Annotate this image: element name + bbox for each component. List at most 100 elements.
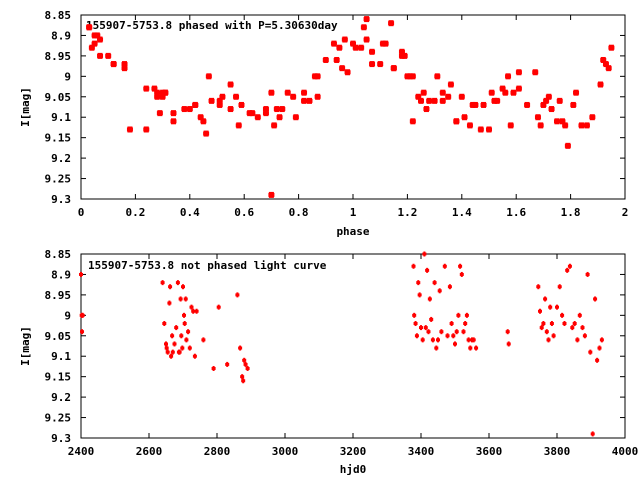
data-point <box>80 312 85 318</box>
data-point <box>464 312 469 318</box>
data-point <box>160 280 165 286</box>
data-point <box>216 97 223 104</box>
data-point <box>184 337 189 343</box>
data-point <box>168 284 173 290</box>
data-point <box>179 333 184 339</box>
y-tick-label: 9 <box>64 70 71 83</box>
data-point <box>488 89 495 96</box>
data-point <box>414 333 419 339</box>
data-point <box>170 349 175 355</box>
x-tick-label: 1.4 <box>452 206 472 219</box>
data-point <box>543 296 548 302</box>
data-point <box>505 73 512 80</box>
y-tick-label: 8.85 <box>45 9 72 22</box>
data-point <box>262 110 269 117</box>
data-point <box>170 333 175 339</box>
data-point <box>477 126 484 133</box>
data-point <box>233 93 240 100</box>
data-point <box>573 89 580 96</box>
data-point <box>344 69 351 76</box>
data-point <box>172 341 177 347</box>
data-point <box>91 32 98 39</box>
data-point <box>143 85 150 92</box>
x-tick-label: 3800 <box>544 445 571 458</box>
data-point <box>151 85 158 92</box>
y-tick-label: 9.3 <box>51 432 71 445</box>
data-point <box>398 52 405 59</box>
data-point <box>388 20 395 27</box>
data-point <box>154 89 161 96</box>
y-tick-label: 8.95 <box>45 289 72 302</box>
data-point <box>426 329 431 335</box>
y-axis-label: I[mag] <box>19 87 32 127</box>
data-point <box>268 89 275 96</box>
data-point <box>502 89 509 96</box>
data-point <box>413 321 418 327</box>
chart-title: 155907-5753.8 phased with P=5.30630day <box>86 19 338 32</box>
x-tick-label: 3600 <box>476 445 503 458</box>
data-point <box>427 296 432 302</box>
data-point <box>379 40 386 47</box>
data-point <box>200 118 207 125</box>
data-point <box>240 374 245 380</box>
data-point <box>580 325 585 331</box>
data-point <box>301 89 308 96</box>
data-point <box>560 312 565 318</box>
data-point <box>567 263 572 269</box>
data-point <box>459 271 464 277</box>
data-point <box>590 431 595 437</box>
x-tick-label: 0.2 <box>125 206 145 219</box>
data-point <box>290 93 297 100</box>
data-point <box>551 333 556 339</box>
data-point <box>548 106 555 113</box>
data-point <box>183 296 188 302</box>
data-point <box>499 85 506 92</box>
data-point <box>416 280 421 286</box>
data-point <box>423 106 430 113</box>
data-point <box>162 321 167 327</box>
data-point <box>164 345 169 351</box>
data-point <box>377 61 384 68</box>
data-point <box>88 44 95 51</box>
data-point <box>197 114 204 121</box>
data-point <box>583 122 590 129</box>
data-point <box>436 337 440 343</box>
data-point <box>548 304 553 310</box>
data-point <box>181 284 185 290</box>
data-point <box>426 97 433 104</box>
data-point <box>279 106 286 113</box>
data-point <box>311 73 318 80</box>
data-point <box>330 40 337 47</box>
data-point <box>169 353 174 359</box>
y-tick-label: 9.05 <box>45 91 72 104</box>
data-point <box>474 345 479 351</box>
data-point <box>180 345 185 351</box>
data-point <box>105 52 112 59</box>
data-point <box>439 89 446 96</box>
y-tick-label: 9.1 <box>51 350 71 363</box>
data-point <box>420 89 427 96</box>
data-point <box>409 118 416 125</box>
x-tick-label: 0 <box>78 206 85 219</box>
data-point <box>419 325 423 331</box>
data-point <box>186 106 193 113</box>
data-point <box>468 345 473 351</box>
data-point <box>486 126 492 133</box>
data-point <box>466 122 473 129</box>
data-point <box>192 101 199 108</box>
data-point <box>80 329 85 335</box>
x-tick-label: 1 <box>350 206 357 219</box>
data-point <box>577 312 582 318</box>
data-point <box>447 81 454 88</box>
x-tick-label: 2400 <box>68 445 95 458</box>
data-point <box>461 329 466 335</box>
data-point <box>597 81 604 88</box>
data-point <box>515 69 522 76</box>
data-point <box>314 93 321 100</box>
data-point <box>575 337 580 343</box>
data-point <box>544 329 549 335</box>
data-point <box>599 337 604 343</box>
data-point <box>369 61 376 68</box>
chart-title: 155907-5753.8 not phased light curve <box>88 259 327 272</box>
